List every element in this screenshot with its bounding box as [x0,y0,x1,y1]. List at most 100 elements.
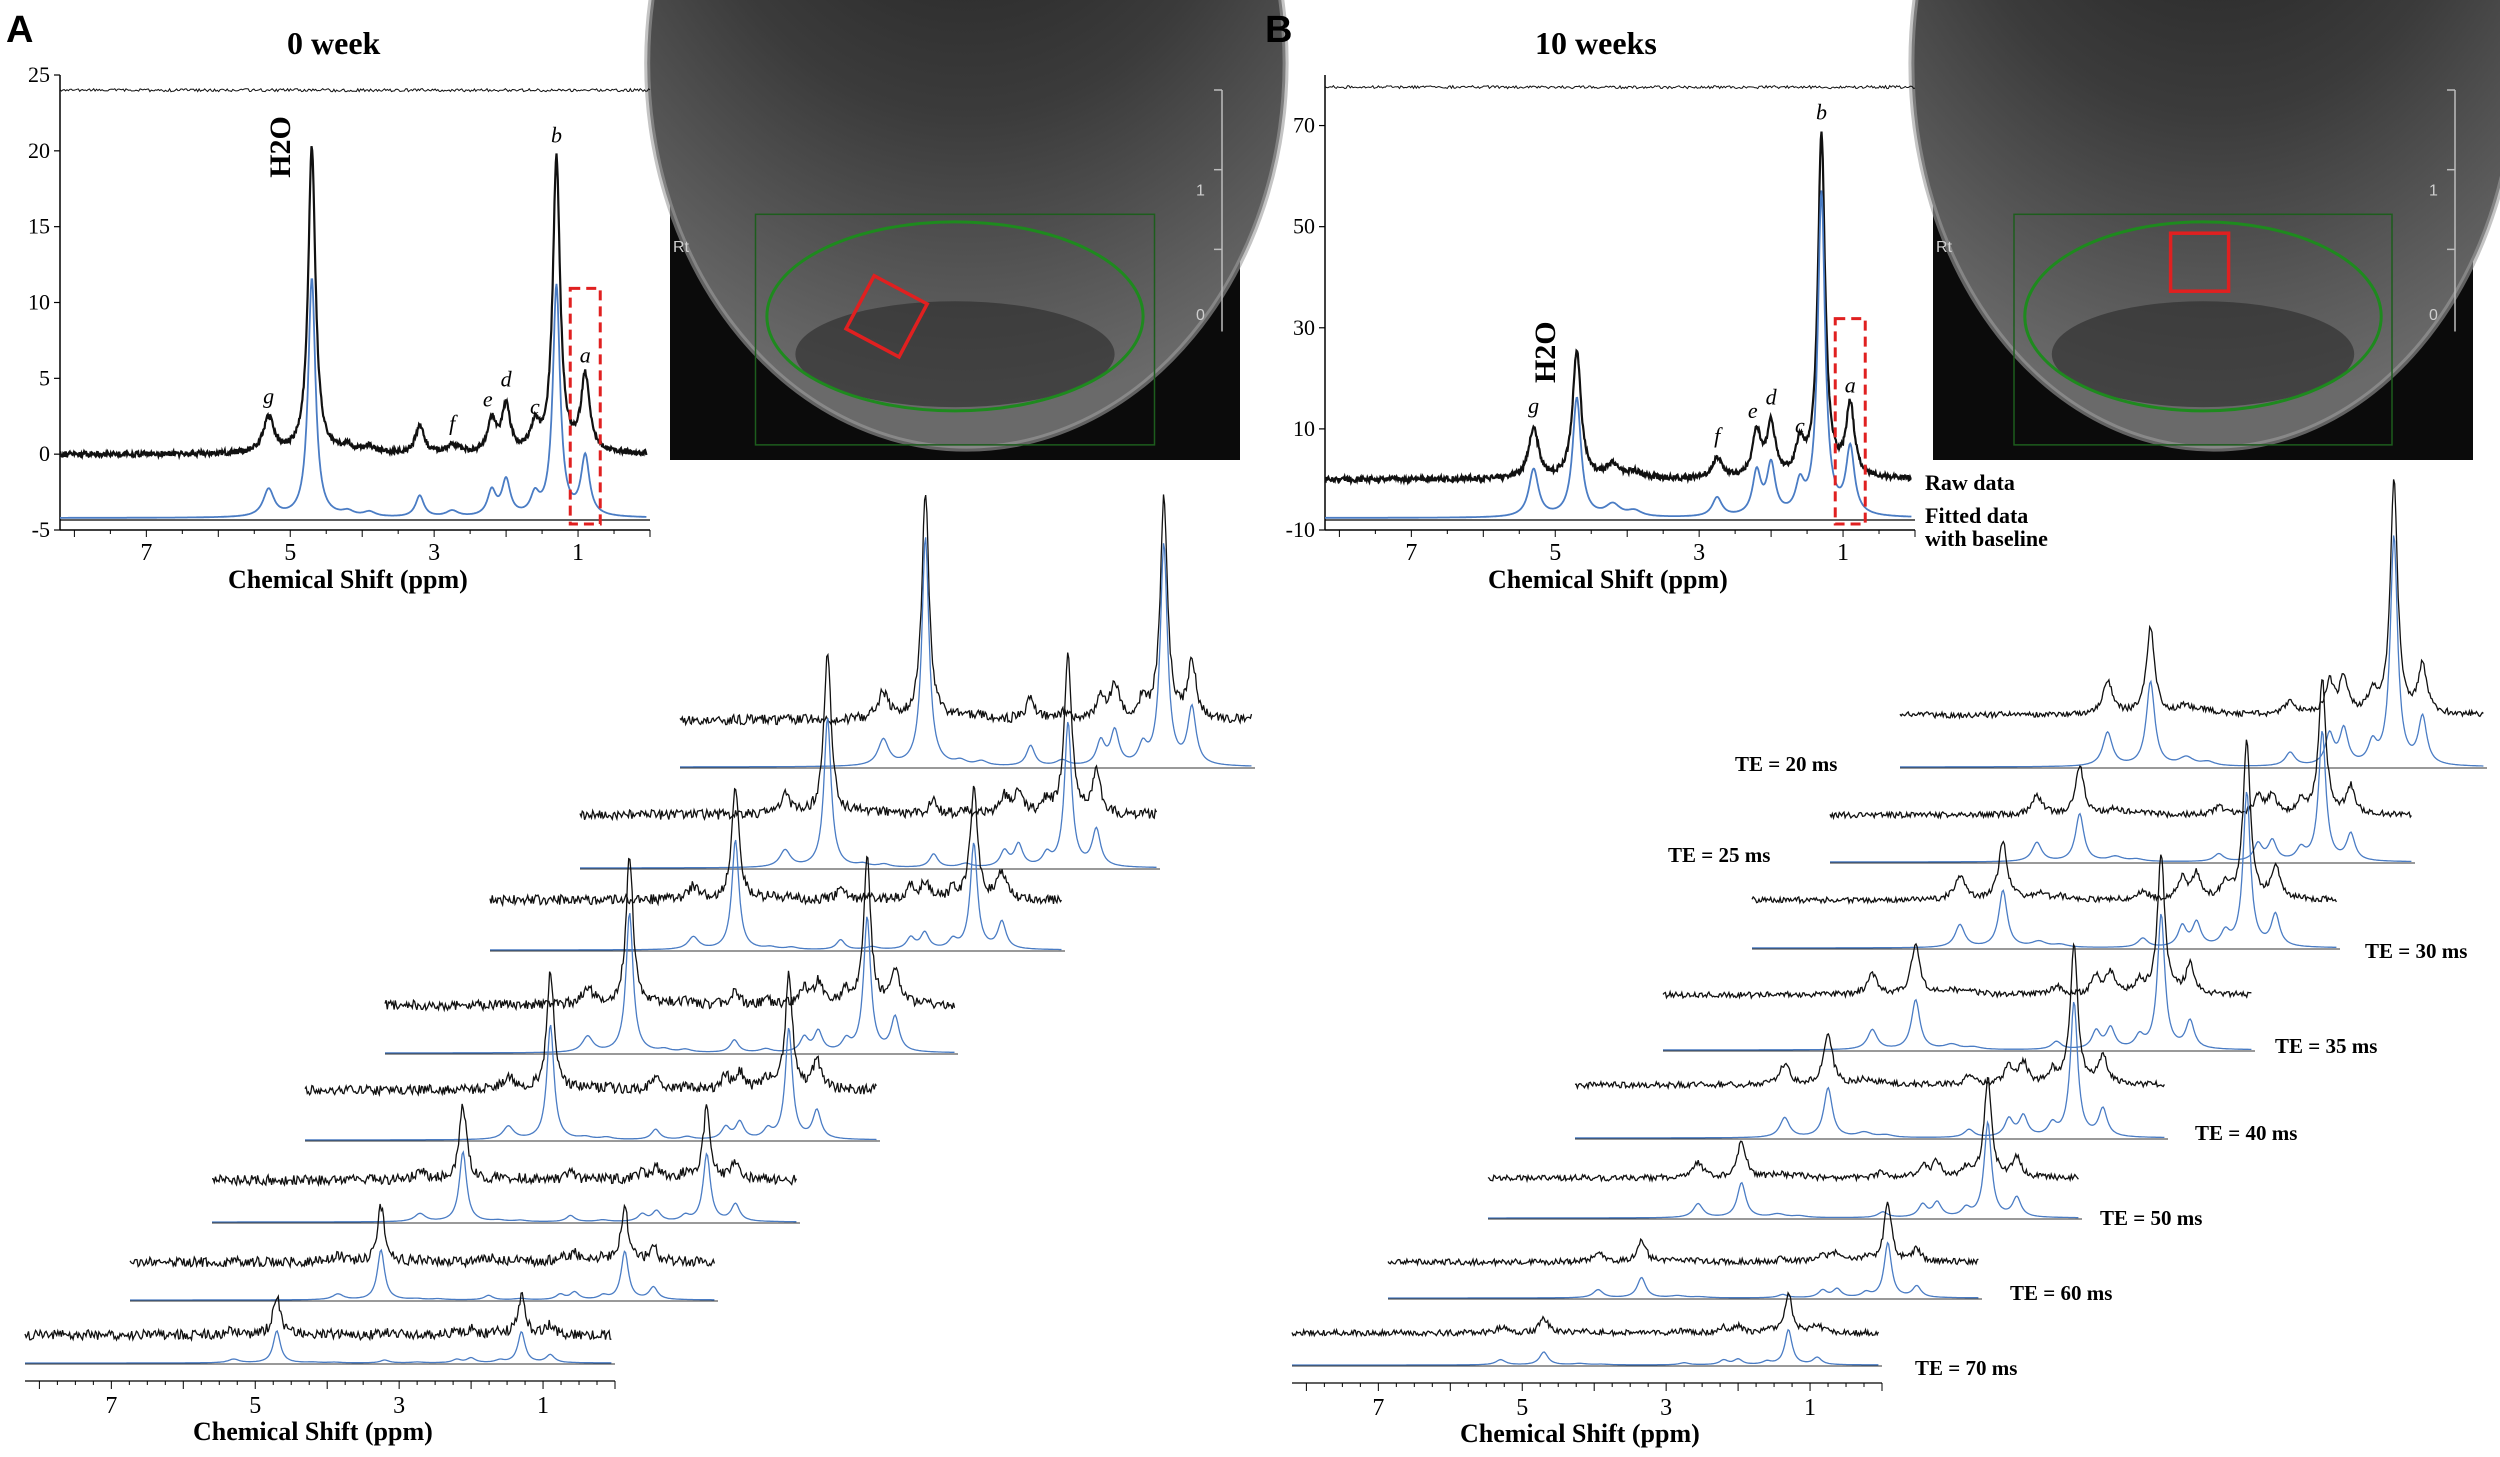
mri-slab-box [2013,213,2393,446]
mri-organ-shadow [795,301,1115,408]
stack-raw-trace [1387,1201,1979,1268]
residual-trace [59,87,651,93]
y-tick-label: 10 [1293,416,1315,441]
x-tick-label: 7 [1405,540,1417,566]
stack-x-tick-label: 5 [249,1393,261,1419]
stack-raw-trace [384,855,956,1013]
peak-label-f: f [449,411,458,436]
x-tick-label: 1 [1837,540,1849,566]
stack-raw-trace [304,970,877,1097]
te-label: TE = 40 ms [2195,1121,2297,1145]
stack-x-tick-label: 5 [1516,1395,1528,1421]
stack-raw-trace [579,652,1158,822]
x-tick-label: 3 [428,540,440,566]
stacked-spectra-B: TE = 20 ms TE = 25 ms TE = 30 ms TE = 35 ms… [1291,479,2487,1421]
stack-fitted-trace [385,913,955,1054]
x-tick-label: 5 [1549,540,1561,566]
stack-fitted-trace [490,839,1062,951]
peak-label-a: a [580,342,591,367]
stack-raw-trace [24,1291,612,1343]
peak-label-f: f [1714,423,1723,448]
stack-fitted-trace [1752,791,2337,949]
peak-label-g: g [1528,393,1539,418]
te-label: TE = 25 ms [1668,843,1770,867]
te-label: TE = 50 ms [2100,1206,2202,1230]
peak-label-b: b [551,122,562,147]
stack-fitted-trace [1830,730,2412,863]
mri-liver-ellipse [765,220,1145,413]
panel-a-title: 0 week [287,25,381,61]
stack-fitted-trace [1388,1241,1979,1299]
peak-label-c: c [1795,413,1805,438]
te-label: TE = 60 ms [2010,1281,2112,1305]
mri-scale-bottom-label: 0 [2429,307,2438,324]
stack-x-tick-label: 7 [1372,1395,1384,1421]
stack-fitted-trace [130,1248,715,1301]
stack-fitted-trace [305,1024,877,1141]
x-tick-label: 1 [572,540,584,566]
peak-label-e: e [483,386,493,411]
stack-raw-trace [1751,739,2337,905]
peak-a-highlight-box [1833,317,1867,526]
mri-scale-top-label: 1 [2429,182,2438,199]
te-label: TE = 30 ms [2365,939,2467,963]
mri-slab-box [754,213,1156,446]
y-tick-label: 50 [1293,214,1315,239]
y-tick-label: 25 [28,62,50,87]
legend-fitted-data: Fitted data [1925,503,2028,528]
mri-side-label: Rt [673,239,690,256]
stack-fitted-trace [1575,1001,2165,1139]
mri-abdominal-wall [1908,0,2500,452]
stack-raw-trace [679,494,1253,727]
stack-raw-trace [1487,1076,2079,1184]
peak-label-e: e [1748,398,1758,423]
te-label: TE = 35 ms [2275,1034,2377,1058]
panel-b-letter: B [1265,9,1292,51]
mri-liver-ellipse [2023,220,2383,413]
x-tick-label: 7 [140,540,152,566]
stack-raw-trace [1662,854,2252,1000]
mri-side-label: Rt [1936,239,1953,256]
h2o-label: H2O [264,116,297,178]
stack-fitted-trace [212,1150,797,1223]
legend-fitted-data-cont: with baseline [1925,526,2048,551]
y-tick-label: 20 [28,138,50,163]
panel-b-xlabel: Chemical Shift (ppm) [1488,565,1728,594]
peak-label-b: b [1816,100,1827,125]
stack-x-tick-label: 7 [105,1393,117,1419]
mri-scale-top-label: 1 [1196,182,1205,199]
stack-raw-trace [211,1103,797,1188]
y-tick-label: 5 [39,365,50,390]
peak-label-d: d [501,367,513,392]
panel-a-letter: A [6,9,33,51]
residual-trace [1324,84,1916,90]
stack-fitted-trace [680,537,1252,768]
x-tick-label: 3 [1693,540,1705,566]
peak-label-a: a [1845,373,1856,398]
stack-raw-trace [1291,1291,1879,1338]
raw-trace [59,146,648,461]
stacked-spectra-A: 7 5 3 1 [24,494,1255,1419]
y-tick-label: 15 [28,214,50,239]
stack-fitted-trace [1663,913,2252,1051]
panel-a-xlabel: Chemical Shift (ppm) [228,565,468,594]
panel-b-title: 10 weeks [1535,25,1657,61]
mri-image-0: Rt 1 0 [644,0,1289,460]
stack-raw-trace [489,785,1063,908]
stack-raw-trace [1829,678,2412,821]
mri-abdominal-wall [644,0,1289,452]
te-label: TE = 20 ms [1735,752,1837,776]
stack-fitted-trace [1900,535,2484,768]
te-label: TE = 70 ms [1915,1356,2017,1380]
legend-raw-data: Raw data [1925,470,2015,495]
stack-raw-trace [1899,479,2484,721]
y-tick-label: -5 [32,517,50,542]
stack-x-tick-label: 3 [393,1393,405,1419]
mri-voxel-roi [843,273,930,360]
stack-x-tick-label: 3 [1660,1395,1672,1421]
